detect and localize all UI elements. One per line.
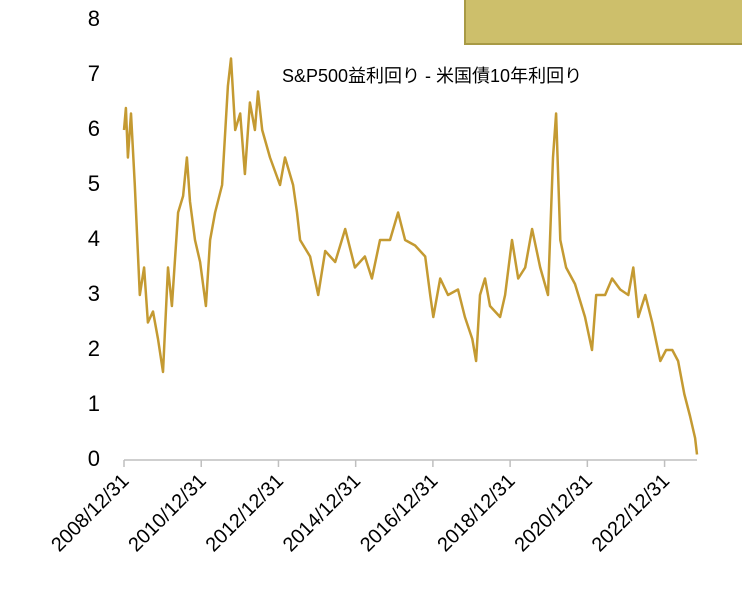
y-tick-label: 4 [88,226,100,251]
data-line [122,57,699,455]
x-tick-label: 2010/12/31 [124,470,210,556]
y-tick-label: 0 [88,446,100,471]
y-tick-label: 5 [88,171,100,196]
x-tick-label: 2022/12/31 [588,470,674,556]
y-tick-label: 1 [88,391,100,416]
x-tick-label: 2018/12/31 [433,470,519,556]
y-tick-label: 6 [88,116,100,141]
x-tick-label: 2008/12/31 [47,470,133,556]
y-tick-label: 2 [88,336,100,361]
x-tick-label: 2012/12/31 [202,470,288,556]
y-tick-label: 7 [88,61,100,86]
legend-label: S&P500益利回り - 米国債10年利回り [282,66,582,86]
callout-box [464,0,742,45]
x-tick-label: 2014/12/31 [279,470,365,556]
y-tick-label: 3 [88,281,100,306]
y-tick-label: 8 [88,6,100,31]
x-tick-label: 2020/12/31 [511,470,597,556]
x-tick-label: 2016/12/31 [356,470,442,556]
